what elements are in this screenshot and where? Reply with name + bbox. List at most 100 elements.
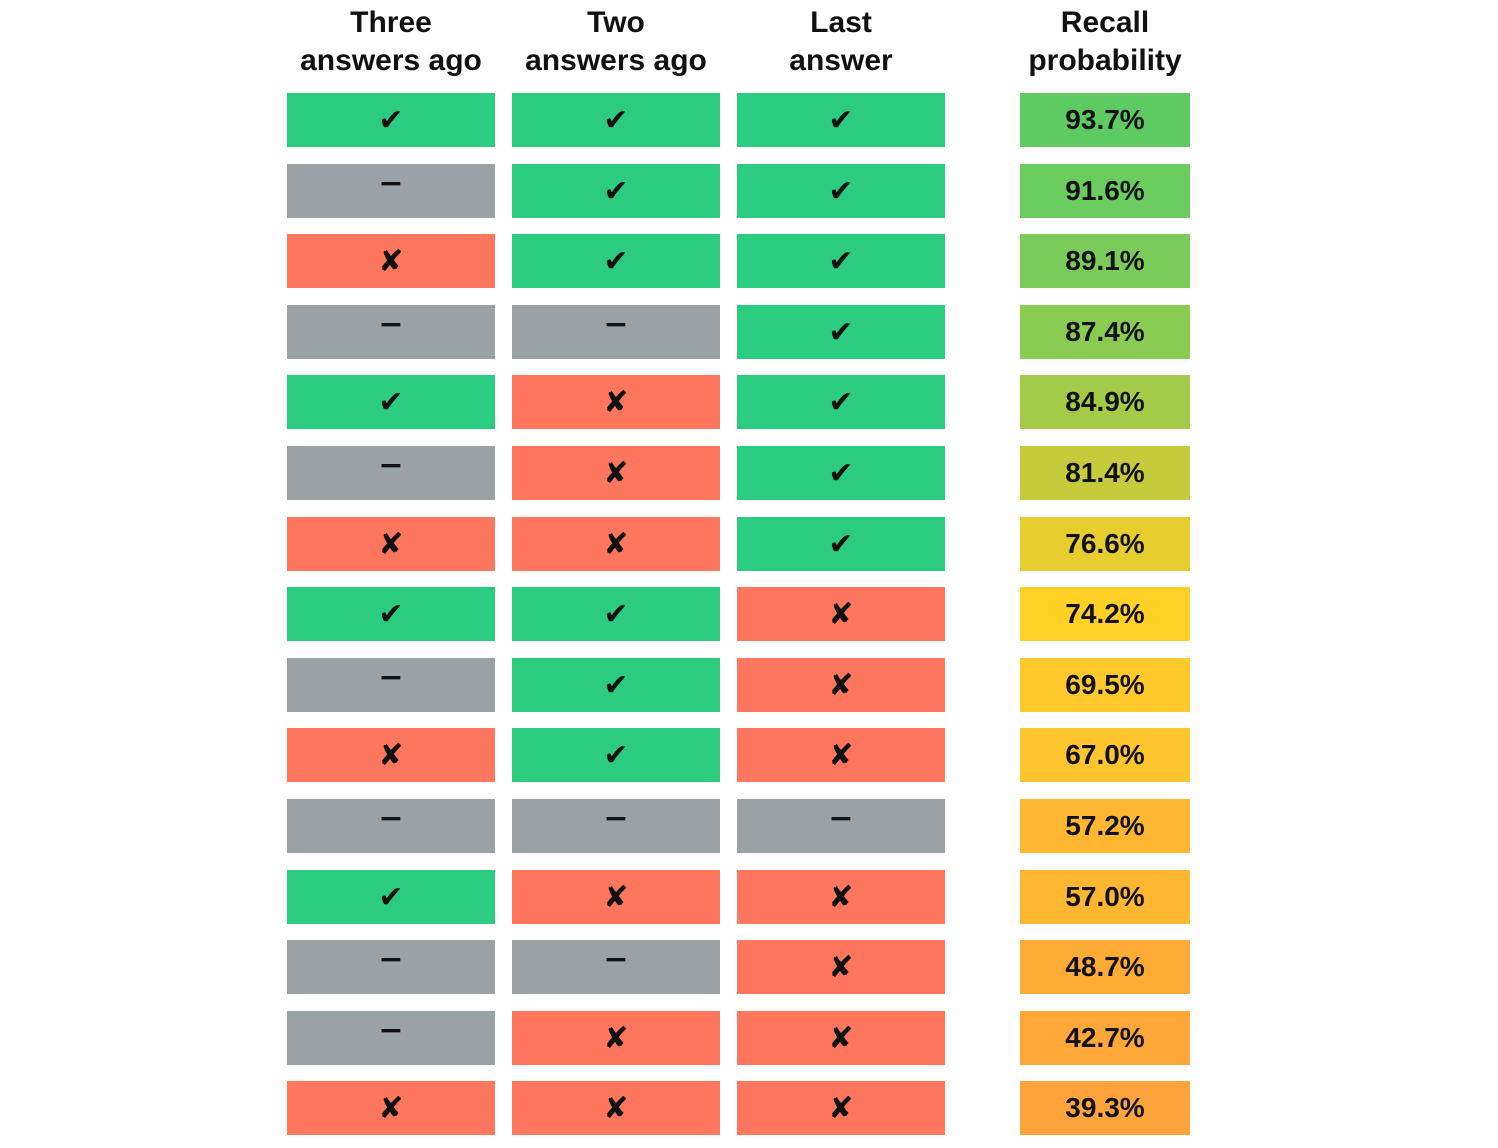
check-icon: ✔ <box>603 667 629 703</box>
answer-cell-last-incorrect: ✘ <box>737 870 945 924</box>
answer-cell-last-correct: ✔ <box>737 446 945 500</box>
answer-cell-three-none: − <box>287 658 495 712</box>
check-icon: ✔ <box>828 384 854 420</box>
recall-probability-value: 89.1% <box>1065 245 1145 276</box>
answer-cell-two-none: − <box>512 305 720 359</box>
check-icon: ✔ <box>603 596 629 632</box>
recall-probability-cell: 74.2% <box>1020 587 1190 641</box>
answer-cell-two-correct: ✔ <box>512 658 720 712</box>
dash-icon: − <box>603 307 629 342</box>
cross-icon: ✘ <box>378 526 404 562</box>
dash-icon: − <box>378 448 404 483</box>
check-icon: ✔ <box>378 879 404 915</box>
recall-probability-value: 57.0% <box>1065 881 1145 912</box>
check-icon: ✔ <box>828 526 854 562</box>
answer-cell-two-incorrect: ✘ <box>512 870 720 924</box>
header-line-1: Recall <box>1060 6 1150 39</box>
answer-cell-three-none: − <box>287 446 495 500</box>
header-line-2: probability <box>1028 44 1182 77</box>
answer-cell-two-incorrect: ✘ <box>512 517 720 571</box>
recall-probability-value: 87.4% <box>1065 316 1145 347</box>
answer-cell-last-incorrect: ✘ <box>737 728 945 782</box>
recall-probability-cell: 57.0% <box>1020 870 1190 924</box>
answer-cell-three-none: − <box>287 164 495 218</box>
recall-probability-cell: 84.9% <box>1020 375 1190 429</box>
recall-probability-value: 69.5% <box>1065 669 1145 700</box>
answer-cell-three-correct: ✔ <box>287 870 495 924</box>
header-line-2: answers ago <box>300 44 482 77</box>
answer-cell-three-correct: ✔ <box>287 587 495 641</box>
recall-probability-cell: 39.3% <box>1020 1081 1190 1135</box>
recall-probability-value: 42.7% <box>1065 1022 1145 1053</box>
check-icon: ✔ <box>378 596 404 632</box>
cross-icon: ✘ <box>828 737 854 773</box>
cross-icon: ✘ <box>828 596 854 632</box>
answer-cell-two-correct: ✔ <box>512 587 720 641</box>
check-icon: ✔ <box>828 102 854 138</box>
recall-probability-cell: 69.5% <box>1020 658 1190 712</box>
cross-icon: ✘ <box>828 1090 854 1126</box>
cross-icon: ✘ <box>603 879 629 915</box>
answer-cell-last-correct: ✔ <box>737 517 945 571</box>
recall-probability-cell: 87.4% <box>1020 305 1190 359</box>
header-line-2: answer <box>789 44 893 77</box>
dash-icon: − <box>603 942 629 977</box>
answer-cell-last-incorrect: ✘ <box>737 940 945 994</box>
answer-cell-last-correct: ✔ <box>737 164 945 218</box>
recall-probability-value: 67.0% <box>1065 739 1145 770</box>
cross-icon: ✘ <box>603 526 629 562</box>
check-icon: ✔ <box>378 102 404 138</box>
recall-probability-value: 76.6% <box>1065 528 1145 559</box>
answer-cell-two-incorrect: ✘ <box>512 446 720 500</box>
cross-icon: ✘ <box>603 1020 629 1056</box>
dash-icon: − <box>828 801 854 836</box>
answer-cell-last-correct: ✔ <box>737 375 945 429</box>
recall-probability-cell: 93.7% <box>1020 93 1190 147</box>
recall-probability-value: 74.2% <box>1065 598 1145 629</box>
recall-probability-cell: 42.7% <box>1020 1011 1190 1065</box>
answer-cell-two-incorrect: ✘ <box>512 1081 720 1135</box>
answer-cell-two-incorrect: ✘ <box>512 1011 720 1065</box>
dash-icon: − <box>378 942 404 977</box>
header-recall-probability: Recall probability <box>1010 4 1200 80</box>
check-icon: ✔ <box>828 314 854 350</box>
check-icon: ✔ <box>828 243 854 279</box>
header-two-answers-ago: Two answers ago <box>512 4 720 80</box>
recall-probability-value: 81.4% <box>1065 457 1145 488</box>
dash-icon: − <box>378 307 404 342</box>
recall-probability-cell: 57.2% <box>1020 799 1190 853</box>
check-icon: ✔ <box>828 455 854 491</box>
answer-cell-two-none: − <box>512 799 720 853</box>
recall-probability-value: 48.7% <box>1065 951 1145 982</box>
recall-probability-cell: 91.6% <box>1020 164 1190 218</box>
check-icon: ✔ <box>378 384 404 420</box>
recall-probability-cell: 48.7% <box>1020 940 1190 994</box>
recall-probability-value: 91.6% <box>1065 175 1145 206</box>
answer-cell-last-incorrect: ✘ <box>737 1011 945 1065</box>
cross-icon: ✘ <box>603 455 629 491</box>
answer-cell-three-none: − <box>287 1011 495 1065</box>
dash-icon: − <box>378 1013 404 1048</box>
recall-probability-cell: 89.1% <box>1020 234 1190 288</box>
recall-probability-value: 93.7% <box>1065 104 1145 135</box>
dash-icon: − <box>378 166 404 201</box>
answer-cell-two-correct: ✔ <box>512 93 720 147</box>
recall-probability-value: 84.9% <box>1065 386 1145 417</box>
header-line-2: answers ago <box>525 44 707 77</box>
cross-icon: ✘ <box>603 1090 629 1126</box>
header-line-1: Two <box>587 6 645 39</box>
answer-cell-last-incorrect: ✘ <box>737 587 945 641</box>
recall-probability-cell: 76.6% <box>1020 517 1190 571</box>
answer-cell-two-correct: ✔ <box>512 728 720 782</box>
recall-probability-value: 39.3% <box>1065 1092 1145 1123</box>
recall-probability-value: 57.2% <box>1065 810 1145 841</box>
answer-cell-three-correct: ✔ <box>287 93 495 147</box>
answer-cell-three-incorrect: ✘ <box>287 517 495 571</box>
answer-cell-three-none: − <box>287 940 495 994</box>
answer-cell-three-correct: ✔ <box>287 375 495 429</box>
cross-icon: ✘ <box>828 879 854 915</box>
answer-cell-three-incorrect: ✘ <box>287 1081 495 1135</box>
header-line-1: Last <box>810 6 872 39</box>
cross-icon: ✘ <box>603 384 629 420</box>
cross-icon: ✘ <box>828 667 854 703</box>
